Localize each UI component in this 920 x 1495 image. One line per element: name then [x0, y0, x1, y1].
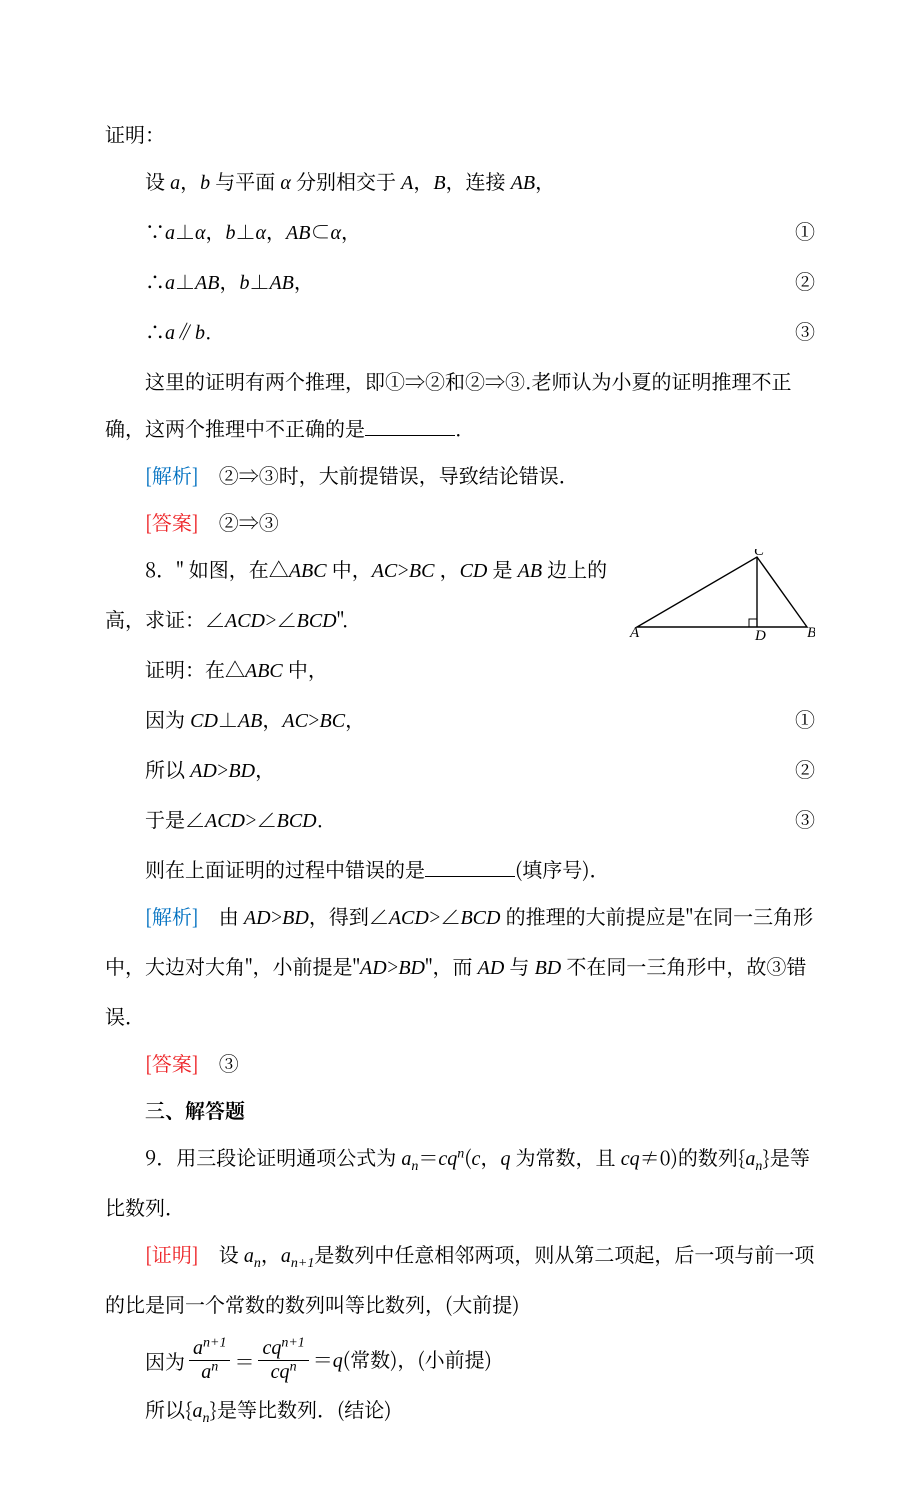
- fraction: cqn+1 cqn: [258, 1337, 308, 1384]
- answer: [答案] ③: [105, 1039, 815, 1086]
- q9-proof: [证明] 设 an，an+1是数列中任意相邻两项，则从第二项起，后一项与前一项的…: [105, 1230, 815, 1327]
- q8-closing: 则在上面证明的过程中错误的是(填序号)．: [105, 845, 815, 892]
- eq1: ＝: [234, 1337, 254, 1384]
- proof-step: 设 a，b 与平面 α 分别相交于 A，B，连接 AB，: [105, 157, 815, 207]
- frac-prefix: 因为: [145, 1337, 185, 1384]
- proof-label: [证明]: [145, 1239, 199, 1268]
- analysis-label: [解析]: [145, 901, 199, 930]
- proof-step: 所以 AD>BD， ②: [105, 745, 815, 795]
- step-marker: ③: [795, 307, 815, 354]
- answer-label: [答案]: [145, 507, 199, 536]
- analysis: [解析] ②⇒③时，大前提错误，导致结论错误．: [105, 451, 815, 498]
- step-marker: ①: [795, 695, 815, 742]
- proof-closing: 这里的证明有两个推理，即①⇒②和②⇒③.老师认为小夏的证明推理不正确，这两个推理…: [105, 357, 815, 451]
- answer-label: [答案]: [145, 1048, 199, 1077]
- proof-heading: 证明：: [105, 110, 815, 157]
- section-title: 三、解答题: [105, 1086, 815, 1133]
- q8-stem: 8．" 如图，在△ABC 中，AC>BC ，CD 是 AB 边上的高，求证：∠A…: [105, 545, 815, 645]
- analysis-label: [解析]: [145, 460, 199, 489]
- analysis-text: ②⇒③时，大前提错误，导致结论错误．: [219, 460, 579, 489]
- q9-fraction-line: 因为 an+1 an ＝ cqn+1 cqn ＝q(常数)，(小前提): [105, 1335, 815, 1385]
- blank: [425, 857, 515, 877]
- step-marker: ③: [795, 795, 815, 842]
- proof-step: ∵a⊥α，b⊥α，AB⊂α， ①: [105, 207, 815, 257]
- step-marker: ②: [795, 745, 815, 792]
- answer-text: ②⇒③: [219, 507, 279, 536]
- q8-proof-intro: 证明：在△ABC 中，: [105, 645, 815, 695]
- proof-step: 于是∠ACD>∠BCD. ③: [105, 795, 815, 845]
- step-marker: ①: [795, 207, 815, 254]
- fraction: an+1 an: [189, 1337, 230, 1384]
- proof-step: ∴a⊥AB，b⊥AB， ②: [105, 257, 815, 307]
- proof-step: ∴a∥b. ③: [105, 307, 815, 357]
- analysis: [解析] 由 AD>BD，得到∠ACD>∠BCD 的推理的大前提应是"在同一三角…: [105, 892, 815, 1039]
- answer-text: ③: [219, 1048, 239, 1077]
- q9-stem: 9．用三段论证明通项公式为 an＝cqn(c，q 为常数，且 cq≠0)的数列{…: [105, 1133, 815, 1230]
- step-marker: ②: [795, 257, 815, 304]
- frac-suffix: ＝q(常数)，(小前提): [313, 1335, 492, 1385]
- blank: [365, 416, 455, 436]
- proof-step: 因为 CD⊥AB，AC>BC， ①: [105, 695, 815, 745]
- q9-conclusion: 所以{an}是等比数列．(结论): [105, 1385, 815, 1435]
- answer: [答案] ②⇒③: [105, 498, 815, 545]
